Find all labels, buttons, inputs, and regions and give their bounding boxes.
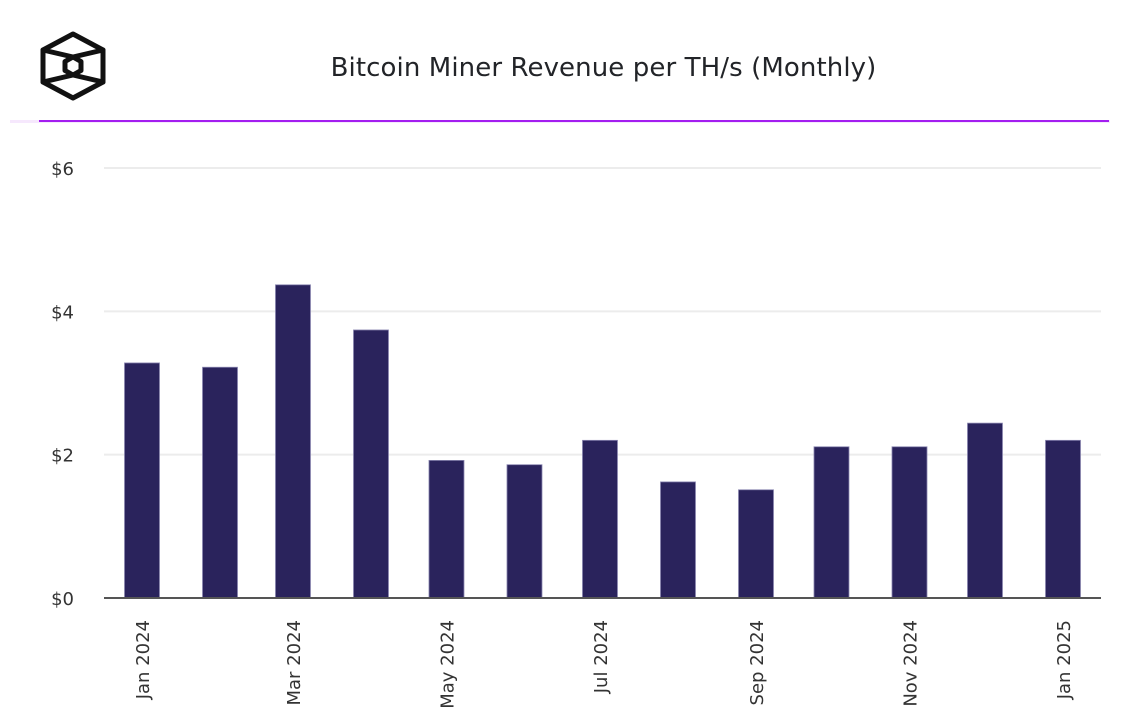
bar[interactable] [582,439,618,599]
bar[interactable] [813,446,850,599]
x-tick-label: May 2024 [437,620,458,709]
bar[interactable] [506,464,543,599]
bar[interactable] [738,489,774,599]
bar[interactable] [660,481,696,599]
bar[interactable] [202,366,238,599]
bar[interactable] [967,422,1003,599]
hexagon-cube-logo-icon [38,30,108,102]
bar[interactable] [891,446,928,599]
bar[interactable] [124,362,160,599]
x-axis-ticks: Jan 2024 Mar 2024 May 2024 Jul 2024 Sep 2024… [133,620,1075,709]
header-divider [39,120,1109,122]
bar[interactable] [428,459,465,599]
x-tick-label: Nov 2024 [901,620,922,707]
y-tick-label: $0 [51,589,74,610]
y-axis-ticks: $0 $2 $4 $6 [51,159,74,610]
y-tick-label: $2 [51,446,74,467]
x-tick-label: Jan 2024 [133,620,154,700]
x-tick-label: Sep 2024 [747,620,768,705]
bar[interactable] [353,329,389,599]
x-tick-label: Mar 2024 [284,620,305,706]
x-tick-label: Jul 2024 [591,620,612,694]
bars [124,284,1081,599]
bar[interactable] [275,284,311,599]
bar[interactable] [1045,439,1081,599]
y-tick-label: $6 [51,159,74,180]
chart-title: Bitcoin Miner Revenue per TH/s (Monthly) [330,53,877,83]
x-tick-label: Jan 2025 [1054,620,1075,700]
y-tick-label: $4 [51,302,74,323]
gridlines [104,167,1101,456]
